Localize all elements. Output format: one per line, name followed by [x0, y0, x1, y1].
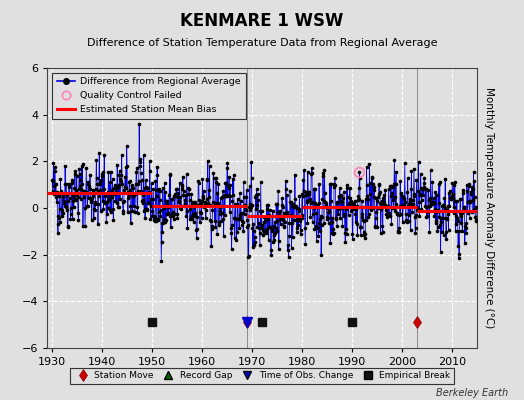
Y-axis label: Monthly Temperature Anomaly Difference (°C): Monthly Temperature Anomaly Difference (… [484, 87, 494, 329]
Text: Berkeley Earth: Berkeley Earth [436, 388, 508, 398]
Text: KENMARE 1 WSW: KENMARE 1 WSW [180, 12, 344, 30]
Legend: Difference from Regional Average, Quality Control Failed, Estimated Station Mean: Difference from Regional Average, Qualit… [52, 73, 246, 119]
Legend: Station Move, Record Gap, Time of Obs. Change, Empirical Break: Station Move, Record Gap, Time of Obs. C… [70, 368, 454, 384]
Text: Difference of Station Temperature Data from Regional Average: Difference of Station Temperature Data f… [87, 38, 437, 48]
